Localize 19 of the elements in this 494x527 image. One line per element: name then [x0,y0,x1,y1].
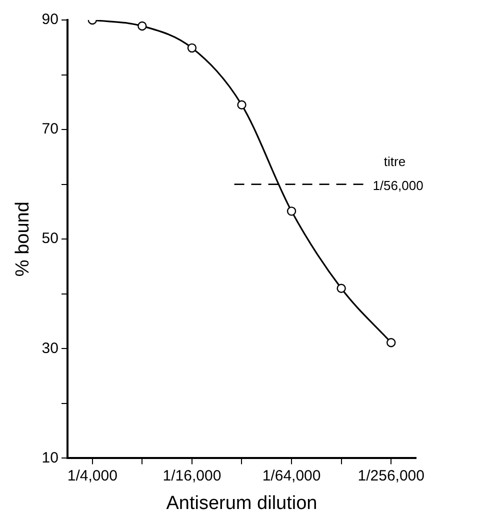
point [187,43,197,53]
ref-line-label: titre [384,154,406,169]
x-tick-label: 1/4,000 [67,467,118,484]
annotation: 1/56,000 [372,178,424,193]
point [386,338,396,348]
point [237,100,246,110]
y-tick-label: 30 [42,340,58,357]
y-tick-label: 70 [42,120,58,138]
point [286,206,296,216]
y-tick-label: 90 [42,11,58,28]
point [138,21,147,31]
y-tick-label: 10 [42,449,58,466]
x-tick-label: 1/64,000 [262,467,321,484]
point [336,284,346,293]
y-axis-title: % bound [12,202,34,277]
y-tick-label: 50 [42,230,58,248]
x-axis-title: Antiserum dilution [166,492,318,514]
x-tick-label: 1/256,000 [358,467,424,484]
x-tick-label: 1/16,000 [162,467,222,484]
